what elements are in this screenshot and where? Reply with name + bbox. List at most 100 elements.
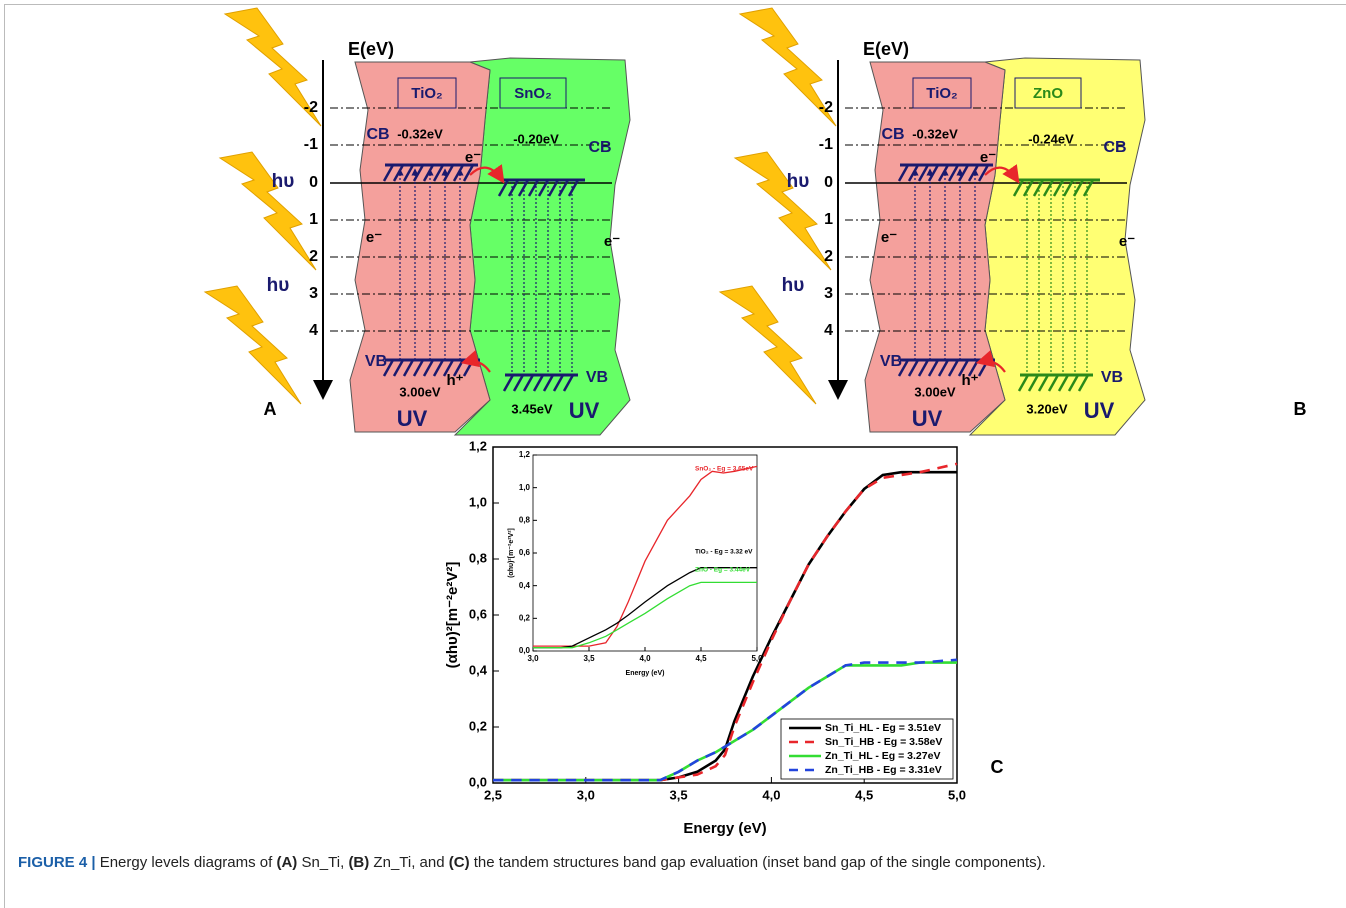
band-hatch xyxy=(1082,179,1095,197)
band-hatch xyxy=(382,164,395,182)
y-tick-label: 0,8 xyxy=(519,515,531,524)
lightning-bolt xyxy=(733,151,832,271)
band-hatch xyxy=(497,179,510,197)
energy-level-label: 4 xyxy=(309,322,318,339)
legend-label: Sn_Ti_HB - Eg = 3.58eV xyxy=(825,736,942,748)
panel-label: B xyxy=(1294,399,1307,419)
caption-ref: (C) xyxy=(448,854,470,871)
legend-label: Sn_Ti_HL - Eg = 3.51eV xyxy=(825,722,941,734)
energy-level-label: 0 xyxy=(824,174,833,191)
y-axis-label: (αhυ)²[m⁻²e²V²] xyxy=(508,528,515,578)
lightning-bolt xyxy=(223,7,322,127)
lightning-bolt xyxy=(718,285,817,405)
x-axis-label: Energy (eV) xyxy=(683,820,766,837)
band-hatch xyxy=(462,164,475,182)
material-label: ZnO xyxy=(1033,85,1063,102)
band-hatch xyxy=(432,359,445,377)
band-energy: 3.20eV xyxy=(1026,401,1068,416)
y-tick-label: 1,2 xyxy=(519,450,531,459)
x-tick-label: 5,0 xyxy=(948,787,966,802)
band-hatch xyxy=(542,374,555,392)
band-hatch xyxy=(412,359,425,377)
band-hatch xyxy=(552,374,565,392)
charge-label: e⁻ xyxy=(366,229,382,246)
band-hatch xyxy=(1067,374,1080,392)
y-tick-label: 0,2 xyxy=(469,718,487,733)
band-hatch xyxy=(1062,179,1075,197)
band-energy: -0.32eV xyxy=(912,126,958,141)
axis-label: E(eV) xyxy=(348,39,394,59)
band-hatch xyxy=(547,179,560,197)
band-hatch xyxy=(957,359,970,377)
band-label: CB xyxy=(588,139,611,156)
material-label: SnO₂ xyxy=(514,85,552,102)
x-tick-label: 3,0 xyxy=(577,787,595,802)
band-hatch xyxy=(917,359,930,377)
x-tick-label: 3,5 xyxy=(583,654,595,663)
material-box xyxy=(912,77,972,109)
band-energy: -0.20eV xyxy=(513,131,559,146)
band-hatch xyxy=(442,359,455,377)
band-label: VB xyxy=(365,353,387,370)
energy-level-label: -2 xyxy=(304,99,318,116)
legend-label: Zn_Ti_HB - Eg = 3.31eV xyxy=(825,764,942,776)
energy-level-label: 1 xyxy=(824,211,833,228)
y-tick-label: 0,0 xyxy=(519,646,531,655)
energy-level-label: -1 xyxy=(819,136,833,153)
x-tick-label: 4,0 xyxy=(639,654,651,663)
region-label: UV xyxy=(569,398,600,423)
band-hatch xyxy=(562,374,575,392)
transfer-arrow xyxy=(460,350,491,373)
transfer-arrow xyxy=(469,164,505,184)
series-annotation: ZnO - Eg = 3.44eV xyxy=(695,567,751,574)
band-label: VB xyxy=(880,353,902,370)
panel-label: C xyxy=(991,757,1004,777)
x-tick-label: 5,0 xyxy=(751,654,763,663)
charge-label: h⁺ xyxy=(961,372,978,389)
lightning-bolt xyxy=(203,285,302,405)
axis-label: E(eV) xyxy=(863,39,909,59)
region-label: UV xyxy=(397,406,428,431)
band-hatch xyxy=(1012,179,1025,197)
y-axis-label: (αhυ)²[m⁻²e²V²] xyxy=(444,562,461,669)
band-hatch xyxy=(977,164,990,182)
photon-label: hυ xyxy=(272,171,295,192)
band-hatch xyxy=(1022,179,1035,197)
figure-caption: FIGURE 4 | Energy levels diagrams of (A)… xyxy=(18,854,1046,871)
charge-label: h⁺ xyxy=(446,372,463,389)
transfer-arrow xyxy=(984,164,1020,184)
data-line xyxy=(533,581,757,649)
band-energy: 3.00eV xyxy=(914,384,956,399)
band-hatch xyxy=(557,179,570,197)
band-hatch xyxy=(502,374,515,392)
band-hatch xyxy=(897,359,910,377)
band-hatch xyxy=(402,164,415,182)
energy-level-label: 3 xyxy=(309,285,318,302)
y-tick-label: 0,6 xyxy=(469,606,487,621)
region-label: UV xyxy=(1084,398,1115,423)
caption-text: Energy levels diagrams of xyxy=(95,854,277,871)
figure-frame xyxy=(4,4,1346,908)
band-label: CB xyxy=(366,126,389,143)
charge-label: e⁻ xyxy=(465,149,481,166)
y-tick-label: 1,2 xyxy=(469,438,487,453)
band-hatch xyxy=(907,359,920,377)
band-hatch xyxy=(917,164,930,182)
band-hatch xyxy=(1077,374,1090,392)
band-label: CB xyxy=(1103,139,1126,156)
series-annotation: TiO₂ - Eg = 3.32 eV xyxy=(695,549,753,556)
material-label: TiO₂ xyxy=(411,85,442,102)
x-tick-label: 4,0 xyxy=(762,787,780,802)
caption-ref: (A) xyxy=(276,854,298,871)
y-tick-label: 1,0 xyxy=(469,494,487,509)
lightning-bolt xyxy=(738,7,837,127)
band-hatch xyxy=(1057,374,1070,392)
caption-text: Sn_Ti, xyxy=(297,854,349,871)
charge-label: e⁻ xyxy=(881,229,897,246)
band-hatch xyxy=(392,359,405,377)
semiconductor-region xyxy=(864,61,1006,433)
photon-label: hυ xyxy=(782,275,805,296)
energy-level-label: 3 xyxy=(824,285,833,302)
caption-text: Zn_Ti, and xyxy=(369,854,449,871)
